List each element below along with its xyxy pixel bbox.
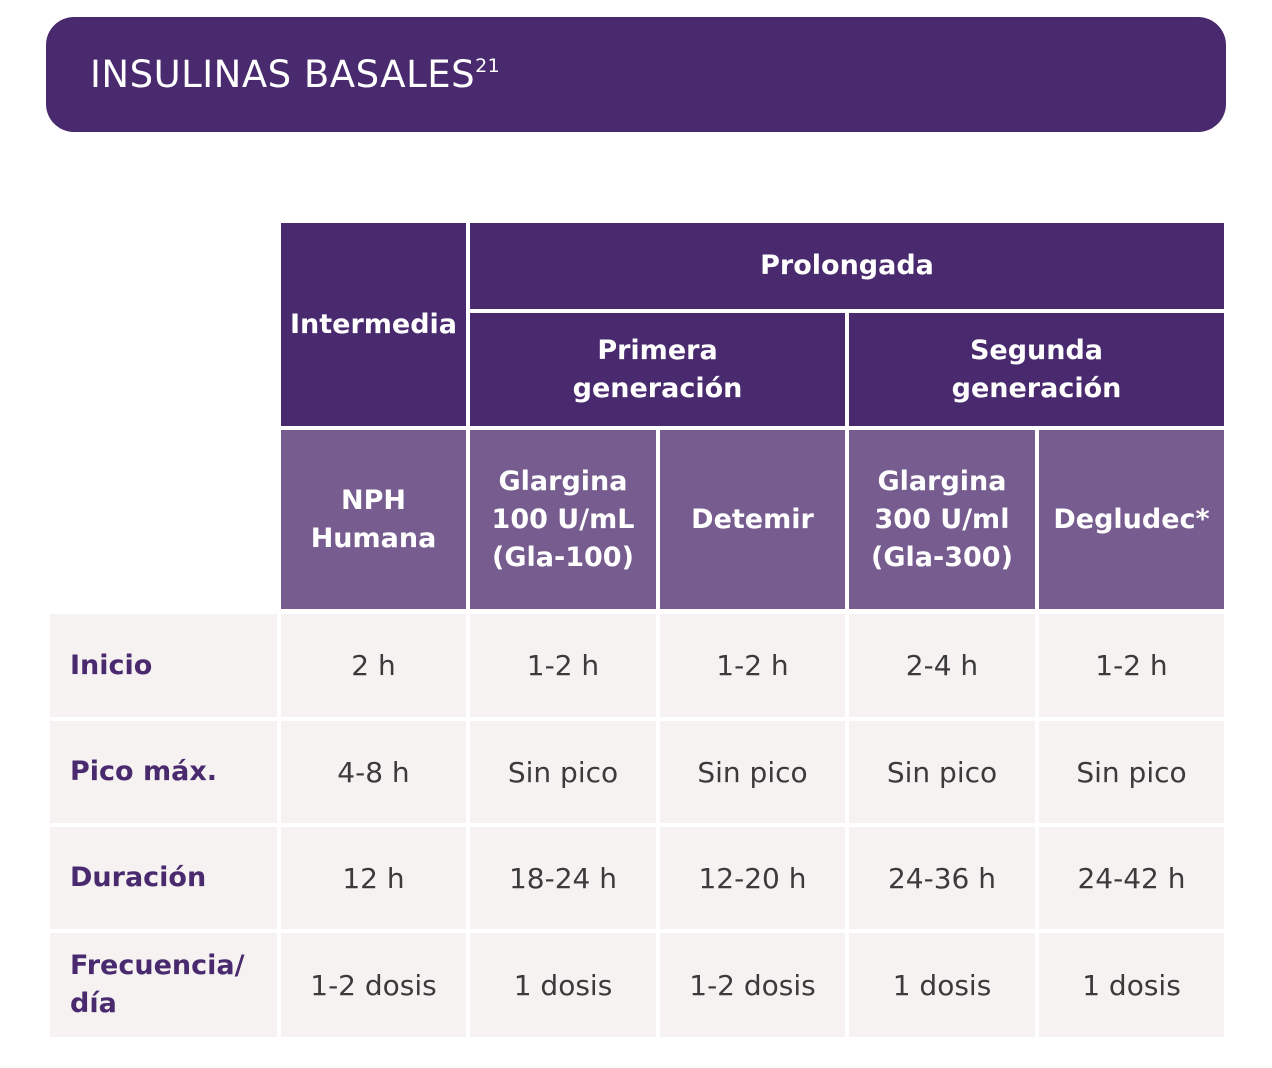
row-label-inicio: Inicio — [50, 614, 277, 717]
column-header-glargina-100: Glargina 100 U/mL (Gla-100) — [470, 430, 656, 609]
cell-value: 1-2 dosis — [689, 968, 816, 1002]
cell-value: 1 dosis — [1082, 968, 1181, 1002]
table-cell: 24-36 h — [849, 827, 1035, 929]
column-header-label: NPH Humana — [310, 484, 437, 554]
column-header-degludec: Degludec* — [1039, 430, 1224, 609]
table-cell: 1 dosis — [1039, 933, 1224, 1037]
cell-value: 1 dosis — [892, 968, 992, 1002]
header-prolongada: Prolongada — [470, 223, 1224, 309]
column-header-label: Glargina 100 U/mL (Gla-100) — [491, 465, 635, 573]
row-label-text: Inicio — [70, 649, 153, 681]
cell-value: Sin pico — [697, 755, 808, 789]
header-primera-generacion-label: Primera generación — [572, 334, 743, 404]
table-cell: 1-2 h — [1039, 614, 1224, 717]
table-cell: 1 dosis — [849, 933, 1035, 1037]
row-label-text: Pico máx. — [70, 756, 218, 787]
page-title: INSULINAS BASALES21 — [90, 53, 500, 97]
table-cell: Sin pico — [660, 721, 845, 823]
cell-value: 1-2 h — [716, 649, 789, 682]
header-intermedia-label: Intermedia — [289, 308, 458, 340]
table-cell: 1-2 dosis — [660, 933, 845, 1037]
table-cell: 12-20 h — [660, 827, 845, 929]
title-banner: INSULINAS BASALES21 — [46, 17, 1226, 132]
table-cell: Sin pico — [1039, 721, 1224, 823]
cell-value: 1-2 h — [526, 649, 600, 682]
table-cell: 24-42 h — [1039, 827, 1224, 929]
row-label-text: Frecuencia/ día — [70, 950, 245, 1019]
cell-value: 24-36 h — [887, 861, 996, 895]
column-header-label: Detemir — [691, 503, 814, 535]
cell-value: 2-4 h — [905, 649, 979, 682]
cell-value: 12-20 h — [698, 861, 807, 895]
table-cell: 1 dosis — [470, 933, 656, 1037]
column-header-detemir: Detemir — [660, 430, 845, 609]
header-intermedia: Intermedia — [281, 223, 466, 426]
column-header-label: Glargina 300 U/ml (Gla-300) — [871, 465, 1013, 573]
table-cell: 1-2 h — [470, 614, 656, 717]
column-header-glargina-300: Glargina 300 U/ml (Gla-300) — [849, 430, 1035, 609]
column-header-label: Degludec* — [1053, 503, 1210, 535]
column-header-nph: NPH Humana — [281, 430, 466, 609]
table-cell: 2-4 h — [849, 614, 1035, 717]
table-cell: 2 h — [281, 614, 466, 717]
header-segunda-generacion-label: Segunda generación — [951, 334, 1122, 404]
cell-value: Sin pico — [1076, 755, 1187, 789]
cell-value: 1-2 dosis — [310, 968, 437, 1002]
table-cell: Sin pico — [470, 721, 656, 823]
cell-value: 1-2 h — [1095, 649, 1168, 682]
header-prolongada-label: Prolongada — [760, 250, 934, 281]
header-primera-generacion: Primera generación — [470, 313, 845, 426]
cell-value: 24-42 h — [1077, 861, 1186, 895]
reference-superscript: 21 — [475, 55, 501, 77]
row-label-text: Duración — [70, 862, 207, 893]
table-cell: 1-2 dosis — [281, 933, 466, 1037]
table-cell: 18-24 h — [470, 827, 656, 929]
row-label-frecuencia: Frecuencia/ día — [50, 933, 277, 1037]
cell-value: 2 h — [351, 649, 396, 682]
table-cell: Sin pico — [849, 721, 1035, 823]
table-cell: 12 h — [281, 827, 466, 929]
cell-value: 12 h — [342, 861, 405, 895]
table-cell: 4-8 h — [281, 721, 466, 823]
cell-value: 1 dosis — [513, 968, 613, 1002]
row-label-duracion: Duración — [50, 827, 277, 929]
title-text: INSULINAS BASALES — [90, 53, 476, 96]
header-segunda-generacion: Segunda generación — [849, 313, 1224, 426]
table-cell: 1-2 h — [660, 614, 845, 717]
cell-value: Sin pico — [507, 755, 619, 789]
cell-value: Sin pico — [886, 755, 998, 789]
cell-value: 18-24 h — [508, 861, 617, 895]
row-label-pico-max: Pico máx. — [50, 721, 277, 823]
cell-value: 4-8 h — [337, 755, 410, 789]
